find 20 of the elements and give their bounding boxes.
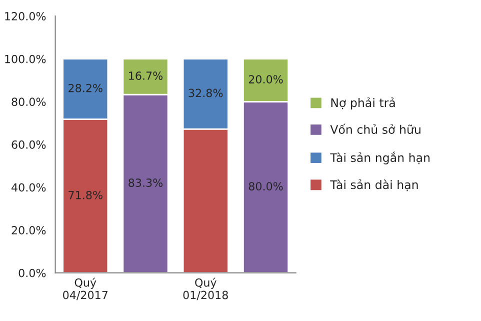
y-tick-label: 0.0% — [18, 268, 46, 278]
legend-label: Vốn chủ sở hữu — [330, 124, 420, 134]
y-tick-label: 120.0% — [5, 12, 46, 20]
y-tick-label: 80.0% — [12, 98, 46, 106]
data-label: 80.0% — [248, 182, 283, 190]
data-label: 83.3% — [128, 178, 163, 187]
data-label: 71.8% — [68, 190, 102, 200]
data-label: 20.0% — [248, 75, 283, 84]
legend-label: Tài sản ngắn hạn — [330, 152, 430, 164]
x-tick-label: Quý 04/2017 — [63, 278, 108, 300]
data-label: 32.8% — [188, 88, 223, 98]
legend-label: Tài sản dài hạn — [330, 179, 418, 192]
y-tick-label: 100.0% — [5, 54, 46, 64]
y-tick-label: 40.0% — [12, 183, 46, 192]
legend-label: Nợ phải trả — [331, 97, 395, 110]
data-label: 28.2% — [68, 84, 102, 92]
x-tick-label: Quý 01/2018 — [183, 278, 228, 300]
data-label: 16.7% — [129, 72, 163, 80]
y-tick-label: 20.0% — [12, 226, 46, 234]
y-tick-label: 60.0% — [12, 140, 46, 149]
